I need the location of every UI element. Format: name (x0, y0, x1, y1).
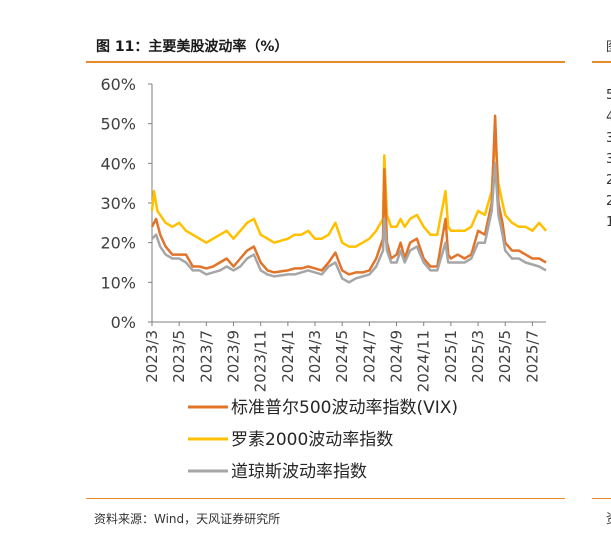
source-note: 资料来源：Wind，天风证券研究所 (94, 512, 281, 526)
edge-fragment: 4 (606, 110, 611, 125)
edge-fragment: 3 (606, 131, 611, 146)
edge-divider (592, 61, 611, 63)
x-tick-label: 2025/7 (523, 330, 541, 383)
x-tick-label: 2023/9 (225, 330, 243, 383)
x-axis: 2023/3 2023/5 2023/7 2023/9 2023/11 2024/1 202… (143, 321, 546, 392)
y-tick-label: 60% (100, 75, 136, 94)
edge-fragment: 5 (606, 88, 611, 103)
x-tick-label: 2025/3 (469, 330, 487, 383)
y-tick-label: 20% (100, 234, 136, 253)
edge-fragment: 图 (606, 36, 611, 55)
x-tick-label: 2023/5 (170, 330, 188, 383)
x-tick-label: 2024/9 (388, 330, 406, 383)
x-tick-label: 2024/11 (415, 330, 433, 392)
adjacent-figure-edge: 图 5 4 3 3 2 2 1 资 (592, 30, 611, 536)
edge-fragment: 资 (606, 508, 611, 527)
edge-fragment: 2 (606, 194, 611, 209)
series-line-1 (150, 134, 547, 248)
legend-label-2: 道琼斯波动率指数 (231, 462, 367, 482)
x-tick-label: 2025/1 (442, 330, 460, 383)
footer-divider (86, 498, 565, 499)
figure-title: 图 11：主要美股波动率（%） (96, 39, 289, 55)
x-tick-label: 2024/1 (279, 330, 297, 383)
y-tick-label: 0% (111, 313, 136, 332)
x-tick-label: 2024/7 (360, 330, 378, 383)
edge-fragment: 3 (606, 152, 611, 167)
x-tick-label: 2023/3 (143, 330, 161, 383)
x-tick-label: 2023/11 (252, 330, 270, 392)
edge-fragment: 1 (606, 215, 611, 230)
y-tick-label: 30% (100, 194, 136, 213)
x-tick-label: 2025/5 (496, 330, 514, 383)
y-tick-label: 50% (100, 115, 136, 134)
series-layer (150, 114, 547, 284)
edge-divider (592, 498, 611, 499)
series-line-0 (150, 114, 547, 276)
y-axis: 0% 10% 20% 30% 40% 50% 60% (100, 75, 153, 332)
title-divider (86, 61, 565, 63)
legend-label-0: 标准普尔500波动率指数(VIX) (231, 398, 458, 418)
x-tick-label: 2024/3 (306, 330, 324, 383)
edge-fragment: 2 (606, 173, 611, 188)
x-tick-label: 2023/7 (197, 330, 215, 383)
x-tick-label: 2024/5 (333, 330, 351, 383)
series-line-2 (151, 162, 547, 284)
y-tick-label: 40% (100, 154, 136, 173)
y-tick-label: 10% (100, 273, 136, 292)
legend-label-1: 罗素2000波动率指数 (231, 430, 393, 450)
